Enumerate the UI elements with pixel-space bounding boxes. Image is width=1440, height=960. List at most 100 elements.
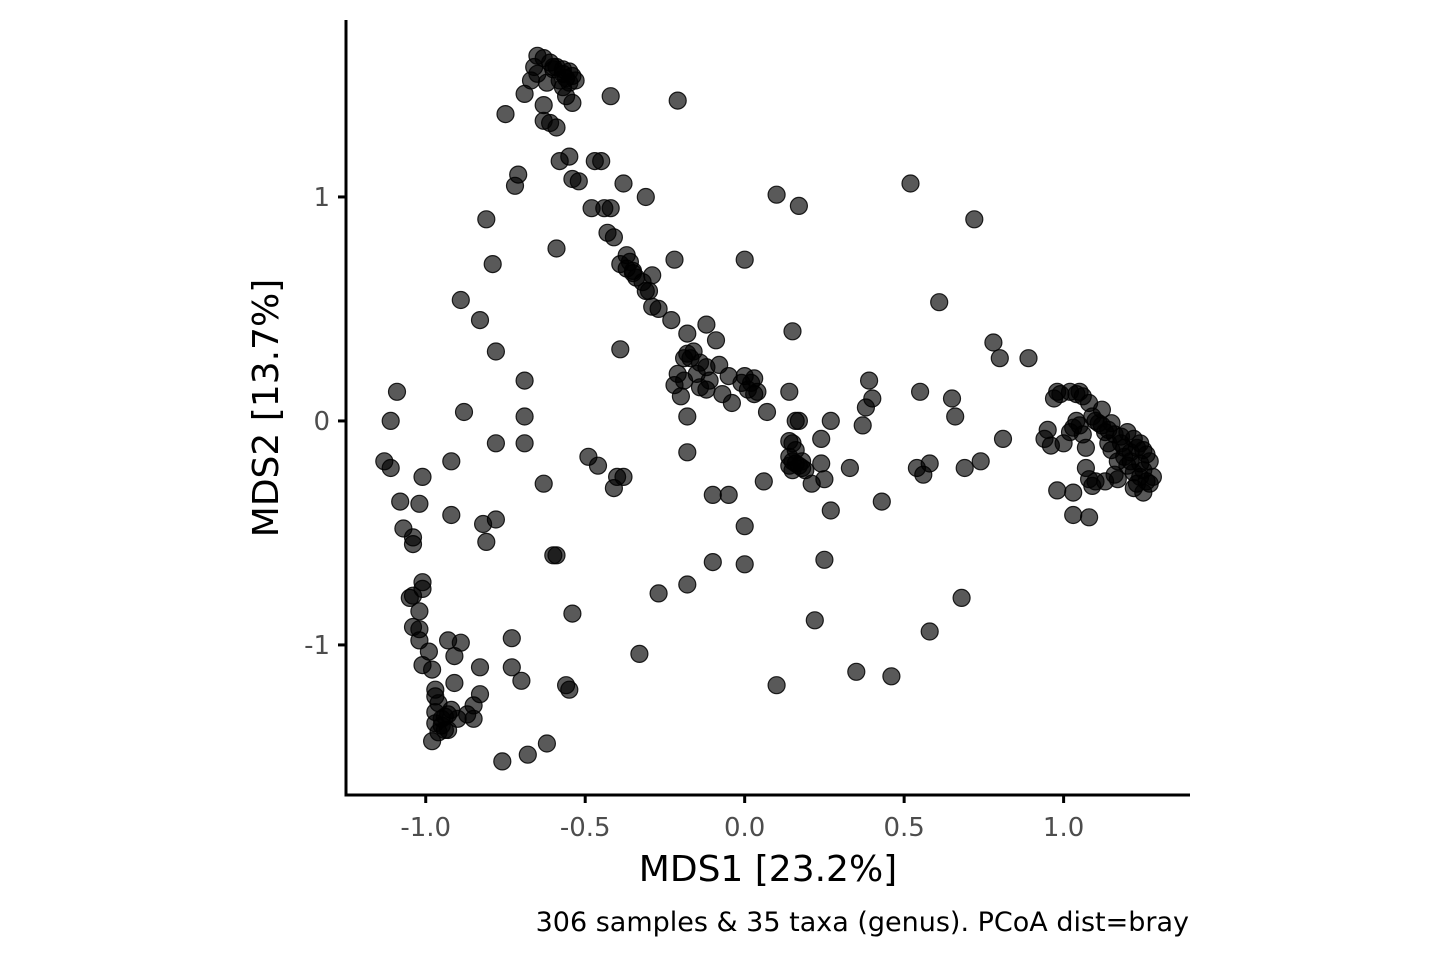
data-point — [697, 315, 716, 334]
x-tick-label: -1.0 — [400, 813, 451, 843]
data-point — [547, 239, 566, 258]
data-point — [812, 429, 831, 448]
data-point — [853, 416, 872, 435]
data-point — [802, 474, 821, 493]
data-point — [789, 196, 809, 215]
data-point — [993, 429, 1013, 448]
data-point — [812, 454, 831, 473]
data-point — [582, 199, 601, 218]
data-point — [1131, 454, 1150, 473]
x-tick-label: -0.5 — [560, 813, 611, 843]
data-point — [563, 604, 582, 623]
data-point — [783, 452, 802, 471]
data-point — [901, 174, 920, 193]
data-point — [710, 355, 729, 374]
data-point — [678, 575, 697, 594]
data-point — [882, 667, 901, 686]
data-point — [486, 510, 505, 529]
x-axis-ticks: -1.0 -0.5 0.0 0.5 1.0 — [400, 795, 1084, 843]
data-point — [735, 250, 754, 269]
data-point — [859, 371, 879, 390]
data-point — [381, 411, 400, 430]
data-point — [706, 331, 726, 350]
data-point — [464, 709, 483, 728]
data-point — [965, 210, 984, 229]
data-point — [381, 458, 400, 478]
data-point — [847, 662, 866, 681]
data-point — [955, 458, 974, 478]
data-point — [547, 118, 566, 137]
data-point — [410, 494, 429, 513]
y-tick-label: 0 — [313, 407, 330, 437]
data-point — [470, 658, 490, 677]
data-point — [442, 452, 461, 471]
data-point — [1054, 434, 1073, 453]
data-point — [563, 93, 582, 113]
data-point — [643, 266, 662, 285]
data-point — [592, 152, 611, 171]
data-point — [477, 532, 496, 552]
data-point — [649, 299, 668, 318]
data-point — [604, 228, 624, 247]
data-point — [486, 434, 505, 453]
data-point — [780, 382, 799, 401]
data-point — [601, 199, 620, 218]
x-tick-label: 1.0 — [1043, 813, 1084, 843]
data-point — [413, 579, 432, 599]
data-point — [1048, 481, 1067, 500]
data-point — [391, 492, 410, 511]
data-point — [1038, 420, 1057, 439]
points-layer — [375, 46, 1163, 771]
data-point — [560, 680, 579, 699]
data-point — [451, 290, 470, 310]
data-point — [544, 546, 563, 565]
data-point — [537, 734, 557, 753]
data-point — [486, 342, 505, 361]
data-point — [952, 588, 971, 608]
data-point — [821, 501, 840, 520]
y-axis-ticks: -1 0 1 — [304, 183, 346, 661]
data-point — [1108, 470, 1127, 489]
data-point — [607, 467, 627, 486]
data-point — [410, 602, 429, 621]
data-point — [649, 584, 668, 603]
data-point — [614, 174, 633, 193]
data-point — [630, 644, 649, 664]
data-point — [413, 467, 432, 486]
data-point — [1064, 483, 1083, 502]
data-point — [1143, 467, 1163, 486]
data-point — [990, 349, 1009, 368]
data-point — [863, 389, 882, 408]
data-point — [971, 452, 990, 471]
data-point — [639, 281, 659, 301]
data-point — [942, 389, 962, 408]
data-point — [767, 185, 786, 204]
data-point — [665, 250, 684, 269]
x-tick-label: 0.5 — [883, 813, 924, 843]
data-point — [515, 434, 534, 453]
y-tick-label: -1 — [304, 631, 330, 661]
data-point — [703, 485, 722, 504]
data-point — [544, 60, 563, 79]
data-point — [789, 411, 809, 430]
data-point — [920, 622, 939, 641]
data-point — [432, 716, 451, 735]
data-point — [722, 393, 742, 413]
data-point — [805, 611, 824, 630]
data-point — [454, 402, 474, 422]
data-point — [735, 555, 754, 574]
data-point — [920, 454, 939, 473]
data-point — [601, 87, 620, 106]
data-point — [496, 104, 515, 124]
data-point — [502, 658, 521, 677]
data-point — [611, 340, 630, 359]
data-point — [815, 550, 834, 569]
plot-caption: 306 samples & 35 taxa (genus). PCoA dist… — [536, 907, 1189, 938]
data-point — [946, 407, 965, 426]
data-point — [387, 382, 407, 401]
data-point — [1051, 385, 1070, 404]
data-point — [697, 380, 716, 399]
data-point — [518, 745, 537, 764]
